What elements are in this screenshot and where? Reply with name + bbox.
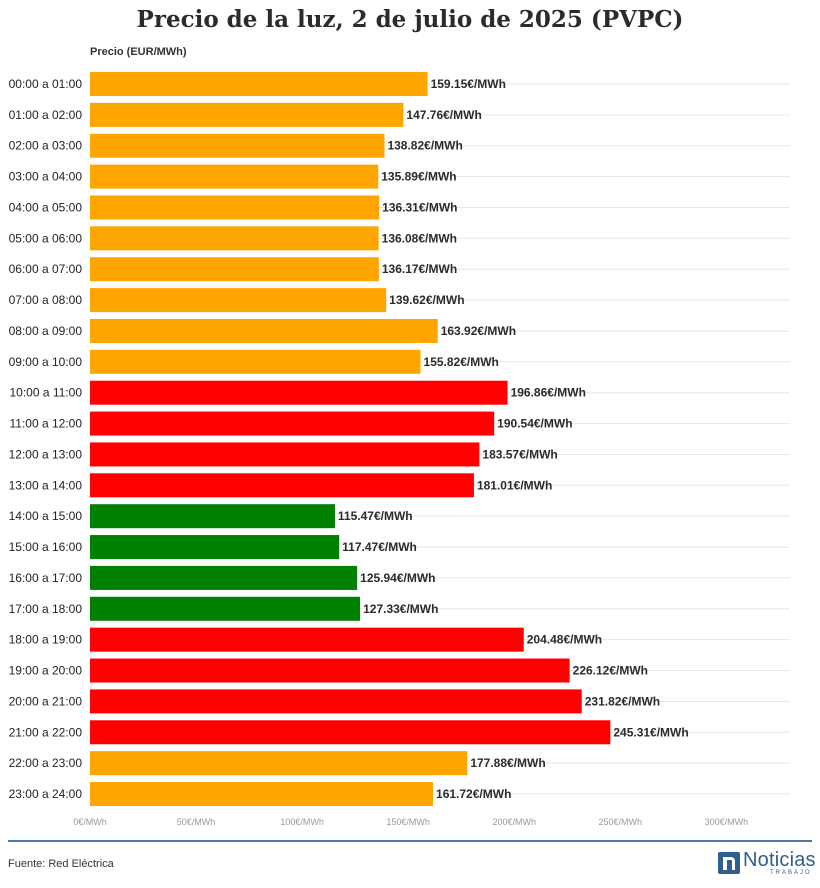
footer-rule	[8, 840, 812, 842]
category-label: 07:00 a 08:00	[9, 293, 83, 307]
x-tick-label: 50€/MWh	[177, 817, 216, 827]
category-label: 19:00 a 20:00	[9, 664, 83, 678]
category-label: 21:00 a 22:00	[9, 725, 83, 739]
category-label: 16:00 a 17:00	[9, 571, 83, 585]
x-tick-label: 150€/MWh	[386, 817, 430, 827]
category-label: 06:00 a 07:00	[9, 262, 83, 276]
category-label: 01:00 a 02:00	[9, 108, 83, 122]
category-label: 05:00 a 06:00	[9, 231, 83, 245]
bar	[90, 720, 611, 745]
bar	[90, 473, 474, 498]
x-axis-ticks: 0€/MWh 50€/MWh 100€/MWh 150€/MWh 200€/MWh 250…	[73, 817, 748, 827]
bar	[90, 782, 434, 807]
bar	[90, 133, 385, 158]
category-label: 13:00 a 14:00	[9, 478, 83, 492]
value-label: 181.01€/MWh	[477, 478, 552, 492]
category-label: 14:00 a 15:00	[9, 509, 83, 523]
bar	[90, 226, 379, 251]
category-label: 15:00 a 16:00	[9, 540, 83, 554]
value-label: 159.15€/MWh	[431, 77, 506, 91]
category-label: 00:00 a 01:00	[9, 77, 83, 91]
logo-subtitle: TRABAJO	[770, 870, 812, 876]
value-label: 196.86€/MWh	[511, 386, 586, 400]
x-tick-label: 200€/MWh	[492, 817, 536, 827]
category-label: 12:00 a 13:00	[9, 447, 83, 461]
category-labels: 00:00 a 01:00 01:00 a 02:00 02:00 a 03:00 0…	[9, 77, 83, 801]
bar	[90, 164, 379, 189]
x-tick-label: 0€/MWh	[73, 817, 107, 827]
value-label: 204.48€/MWh	[527, 633, 602, 647]
bar	[90, 102, 404, 127]
category-label: 17:00 a 18:00	[9, 602, 83, 616]
bar	[90, 658, 570, 683]
value-label: 155.82€/MWh	[424, 355, 499, 369]
value-label: 136.08€/MWh	[382, 231, 457, 245]
bar	[90, 596, 361, 621]
bar	[90, 380, 508, 405]
value-label: 161.72€/MWh	[436, 787, 511, 801]
bar-chart: 00:00 a 01:00 01:00 a 02:00 02:00 a 03:00 0…	[9, 72, 790, 827]
y-axis-label: Precio (EUR/MWh)	[90, 46, 187, 58]
value-label: 177.88€/MWh	[470, 756, 545, 770]
source-note: Fuente: Red Eléctrica	[8, 858, 114, 870]
grid-lines	[90, 83, 790, 795]
value-label: 163.92€/MWh	[441, 324, 516, 338]
category-label: 23:00 a 24:00	[9, 787, 83, 801]
bars	[90, 72, 611, 807]
bar	[90, 751, 468, 776]
value-label: 125.94€/MWh	[360, 571, 435, 585]
category-label: 18:00 a 19:00	[9, 633, 83, 647]
bar	[90, 257, 379, 282]
logo-name: Noticias	[743, 849, 816, 871]
value-label: 190.54€/MWh	[497, 417, 572, 431]
value-label: 117.47€/MWh	[342, 540, 417, 554]
category-label: 03:00 a 04:00	[9, 170, 83, 184]
category-label: 10:00 a 11:00	[9, 386, 82, 400]
x-tick-label: 250€/MWh	[599, 817, 643, 827]
logo-mark-icon	[718, 852, 740, 874]
bar	[90, 442, 480, 467]
value-label: 136.31€/MWh	[382, 200, 457, 214]
value-label: 135.89€/MWh	[381, 170, 456, 184]
brand-logo: Noticias TRABAJO	[718, 849, 816, 878]
value-label: 226.12€/MWh	[573, 664, 648, 678]
category-label: 20:00 a 21:00	[9, 694, 83, 708]
value-label: 147.76€/MWh	[406, 108, 481, 122]
value-label: 139.62€/MWh	[389, 293, 464, 307]
category-label: 04:00 a 05:00	[9, 200, 83, 214]
category-label: 08:00 a 09:00	[9, 324, 83, 338]
bar	[90, 195, 380, 220]
value-label: 115.47€/MWh	[338, 509, 413, 523]
value-label: 183.57€/MWh	[482, 447, 557, 461]
category-label: 02:00 a 03:00	[9, 139, 83, 153]
bar	[90, 411, 495, 436]
bar	[90, 627, 524, 652]
bar	[90, 504, 335, 529]
chart-title: Precio de la luz, 2 de julio de 2025 (PV…	[136, 6, 684, 33]
bar	[90, 565, 358, 590]
bar	[90, 535, 340, 560]
value-label: 136.17€/MWh	[382, 262, 457, 276]
x-tick-label: 300€/MWh	[705, 817, 749, 827]
category-label: 22:00 a 23:00	[9, 756, 83, 770]
bar	[90, 349, 421, 374]
value-label: 127.33€/MWh	[363, 602, 438, 616]
bar	[90, 318, 438, 343]
value-label: 138.82€/MWh	[387, 139, 462, 153]
bar	[90, 689, 582, 714]
bar	[90, 72, 428, 96]
bar	[90, 288, 387, 313]
value-label: 245.31€/MWh	[613, 725, 688, 739]
value-label: 231.82€/MWh	[585, 694, 660, 708]
x-tick-label: 100€/MWh	[280, 817, 324, 827]
category-label: 11:00 a 12:00	[9, 417, 82, 431]
value-labels: 159.15€/MWh 147.76€/MWh 138.82€/MWh 135.89€…	[338, 77, 689, 801]
category-label: 09:00 a 10:00	[9, 355, 83, 369]
